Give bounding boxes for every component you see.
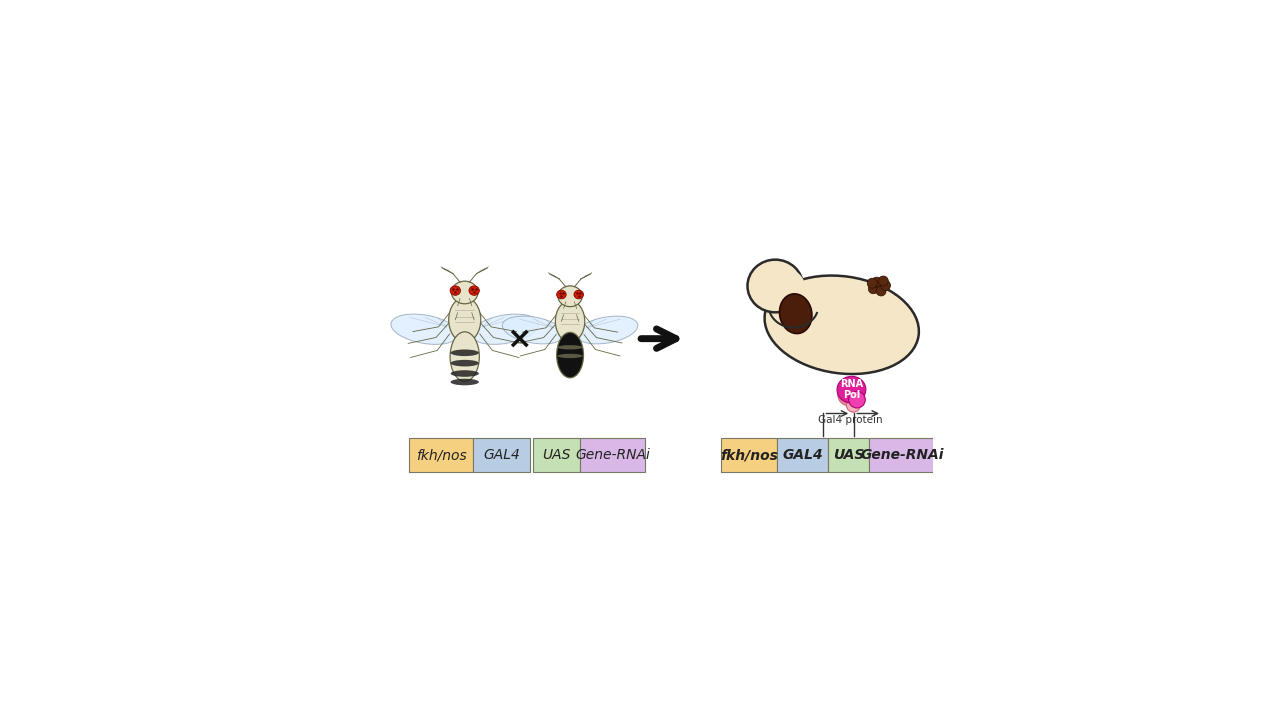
Ellipse shape [576, 316, 637, 344]
Ellipse shape [556, 301, 585, 342]
Ellipse shape [748, 260, 803, 312]
Ellipse shape [390, 314, 458, 344]
Ellipse shape [452, 282, 477, 304]
Ellipse shape [451, 379, 479, 385]
Ellipse shape [780, 294, 812, 333]
Ellipse shape [764, 276, 919, 374]
Ellipse shape [557, 333, 584, 378]
Text: fkh/nos: fkh/nos [416, 448, 466, 462]
Ellipse shape [451, 360, 479, 366]
Text: GAL4: GAL4 [782, 448, 823, 462]
Text: Gal4 protein: Gal4 protein [818, 415, 882, 425]
Ellipse shape [762, 268, 805, 310]
Text: Gene-RNAi: Gene-RNAi [861, 448, 945, 462]
Ellipse shape [837, 377, 865, 403]
Ellipse shape [451, 286, 461, 295]
Circle shape [878, 276, 888, 286]
Circle shape [868, 278, 877, 288]
Ellipse shape [502, 316, 564, 344]
Ellipse shape [449, 297, 481, 342]
Ellipse shape [558, 286, 582, 307]
Ellipse shape [451, 332, 479, 382]
FancyBboxPatch shape [722, 438, 777, 472]
Ellipse shape [838, 384, 860, 406]
Ellipse shape [557, 290, 566, 299]
FancyBboxPatch shape [532, 438, 580, 472]
Ellipse shape [573, 290, 584, 299]
Ellipse shape [468, 286, 479, 295]
FancyBboxPatch shape [869, 438, 936, 472]
Circle shape [876, 286, 886, 296]
Text: RNA
Pol: RNA Pol [840, 379, 863, 400]
Circle shape [868, 284, 878, 294]
Text: UAS: UAS [543, 448, 571, 462]
Ellipse shape [451, 370, 479, 377]
Ellipse shape [451, 349, 479, 356]
Circle shape [881, 280, 891, 290]
FancyBboxPatch shape [828, 438, 869, 472]
Ellipse shape [846, 398, 860, 412]
Text: Gene-RNAi: Gene-RNAi [575, 448, 650, 462]
FancyBboxPatch shape [410, 438, 474, 472]
Ellipse shape [558, 345, 582, 349]
Ellipse shape [471, 314, 539, 344]
Text: GAL4: GAL4 [483, 448, 520, 462]
FancyBboxPatch shape [777, 438, 828, 472]
Text: UAS: UAS [833, 448, 864, 462]
Ellipse shape [558, 354, 582, 358]
Ellipse shape [849, 391, 865, 408]
FancyBboxPatch shape [580, 438, 645, 472]
Text: fkh/nos: fkh/nos [721, 448, 778, 462]
Circle shape [872, 277, 882, 287]
FancyBboxPatch shape [474, 438, 530, 472]
Text: ×: × [507, 324, 531, 353]
